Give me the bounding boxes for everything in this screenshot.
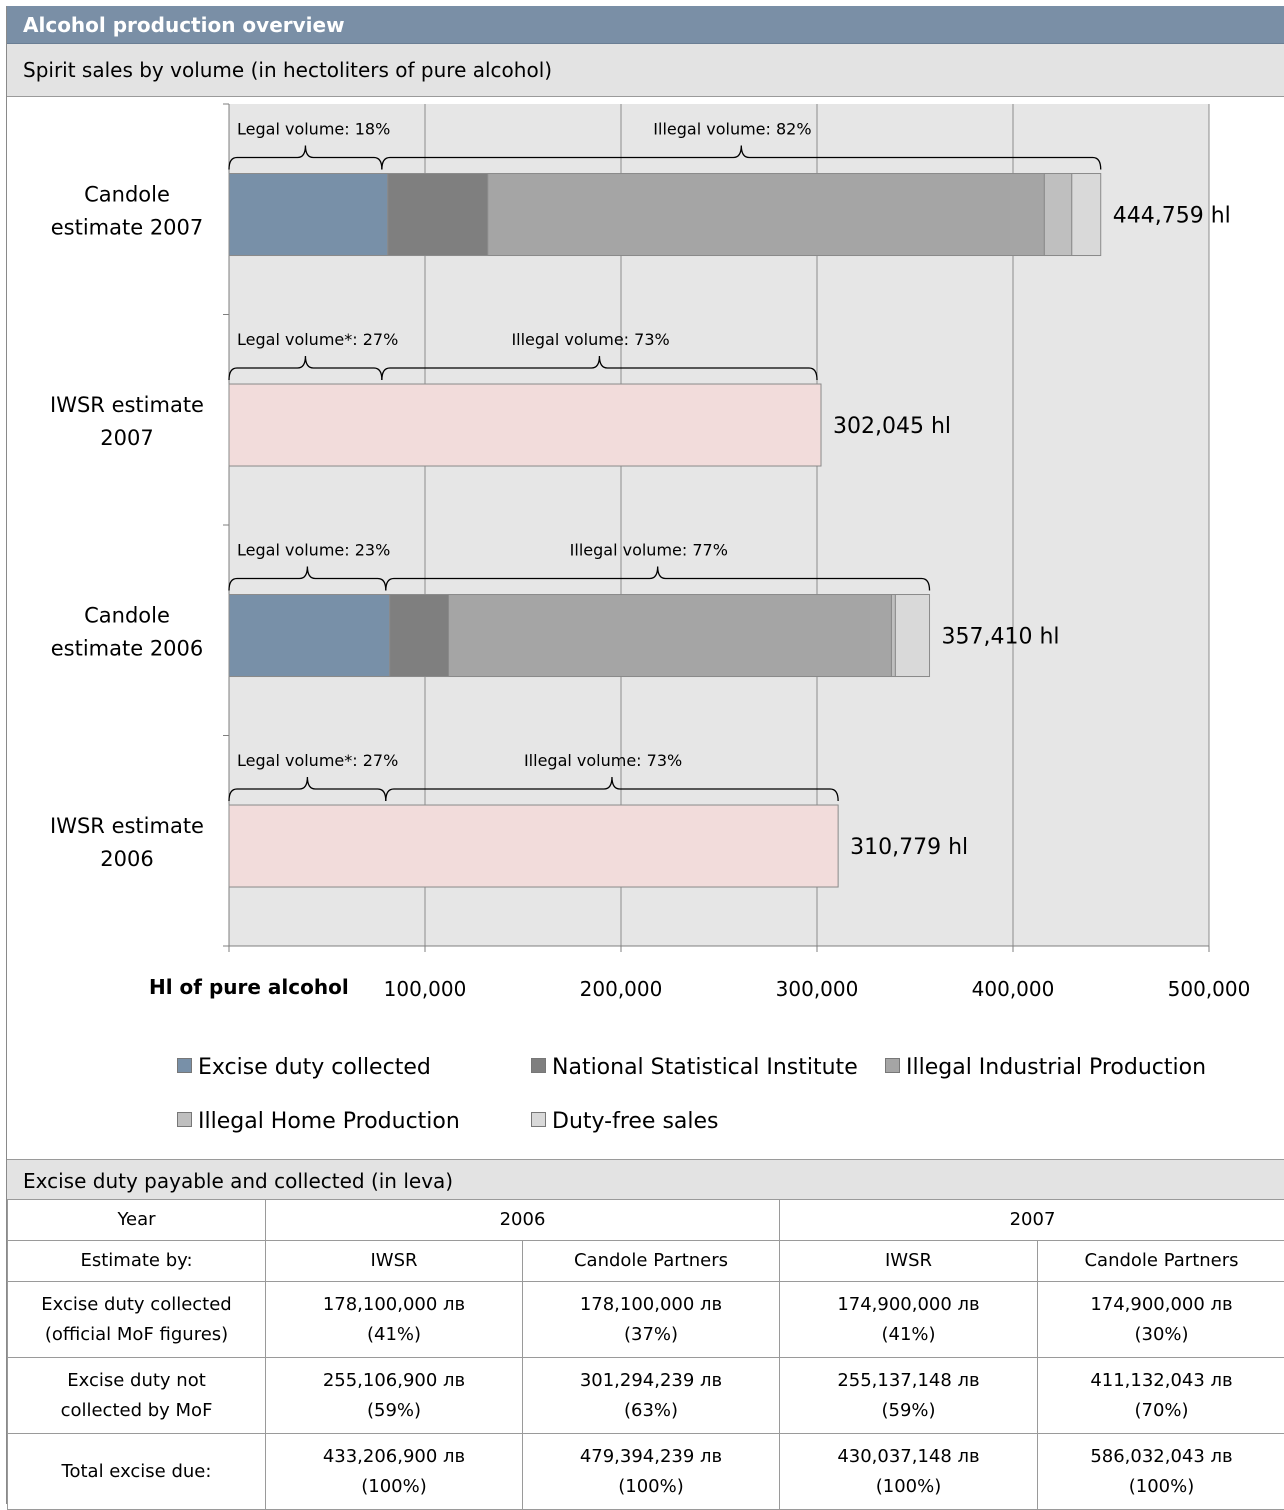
bar-segment	[229, 384, 821, 466]
report-page: Alcohol production overview Spirit sales…	[6, 6, 1284, 1504]
x-tick-label: 100,000	[384, 977, 467, 1001]
legend-swatch-excise	[177, 1058, 192, 1073]
spirit-sales-chart: 100,000 200,000 300,000 400,000 500,000 Hl of…	[7, 6, 1284, 1046]
x-axis-title: Hl of pure alcohol	[149, 975, 349, 999]
category-label: 2007	[100, 426, 153, 450]
x-tick-label: 200,000	[580, 977, 663, 1001]
legend-swatch-illegal-industrial	[885, 1058, 900, 1073]
legend-item-nsi: National Statistical Institute	[531, 1055, 858, 1080]
bar-total-label: 310,779 hl	[850, 835, 968, 860]
bar-total-label: 357,410 hl	[942, 625, 1060, 650]
table-row-estimator: Estimate by: IWSR Candole Partners IWSR …	[8, 1241, 1284, 1282]
table-cell: 479,394,239 лв(100%)	[523, 1434, 780, 1510]
excise-table: Year 2006 2007 Estimate by: IWSR Candole…	[7, 1199, 1284, 1510]
bar-segment	[891, 595, 895, 677]
category-label: 2006	[100, 847, 153, 871]
table-cell: 433,206,900 лв(100%)	[266, 1434, 523, 1510]
table-row-year: Year 2006 2007	[8, 1200, 1284, 1241]
table-row: Excise duty collected(official MoF figur…	[8, 1282, 1284, 1358]
x-tick-label: 500,000	[1168, 977, 1251, 1001]
category-label: Candole	[84, 603, 170, 627]
estimator-cell: Candole Partners	[523, 1241, 780, 1282]
bar-segment	[229, 174, 388, 256]
table-cell: 174,900,000 лв(30%)	[1038, 1282, 1284, 1358]
category-label: IWSR estimate	[50, 814, 204, 838]
bar-segment	[229, 595, 390, 677]
table-row: Total excise due: 433,206,900 лв(100%) 4…	[8, 1434, 1284, 1510]
estimator-cell: IWSR	[266, 1241, 523, 1282]
bar-total-label: 302,045 hl	[833, 414, 951, 439]
illegal-volume-label: Illegal volume: 73%	[524, 751, 682, 770]
table-cell: 411,132,043 лв(70%)	[1038, 1358, 1284, 1434]
bar-segment	[1044, 174, 1071, 256]
bar-segment	[1072, 174, 1101, 256]
legal-volume-label: Legal volume: 18%	[237, 120, 390, 139]
bar-segment	[388, 174, 488, 256]
row-label: Total excise due:	[8, 1434, 266, 1510]
illegal-volume-label: Illegal volume: 73%	[511, 330, 669, 349]
table-cell: 586,032,043 лв(100%)	[1038, 1434, 1284, 1510]
legend-item-illegal-home: Illegal Home Production	[177, 1109, 460, 1134]
excise-section-header: Excise duty payable and collected (in le…	[7, 1159, 1284, 1200]
x-tick-label: 400,000	[972, 977, 1055, 1001]
legal-volume-label: Legal volume: 23%	[237, 541, 390, 560]
legal-volume-label: Legal volume*: 27%	[237, 751, 398, 770]
estimator-cell: IWSR	[780, 1241, 1038, 1282]
bar-segment	[229, 805, 838, 887]
category-label: IWSR estimate	[50, 393, 204, 417]
estimator-cell: Candole Partners	[1038, 1241, 1284, 1282]
x-tick-label: 300,000	[776, 977, 859, 1001]
legend-item-illegal-industrial: Illegal Industrial Production	[885, 1055, 1206, 1080]
legend-swatch-nsi	[531, 1058, 546, 1073]
legend-item-duty-free: Duty-free sales	[531, 1109, 719, 1134]
year-header: Year	[8, 1200, 266, 1241]
estimate-header: Estimate by:	[8, 1241, 266, 1282]
table-cell: 301,294,239 лв(63%)	[523, 1358, 780, 1434]
table-cell: 178,100,000 лв(37%)	[523, 1282, 780, 1358]
table-cell: 178,100,000 лв(41%)	[266, 1282, 523, 1358]
illegal-volume-label: Illegal volume: 82%	[653, 120, 811, 139]
table-cell: 174,900,000 лв(41%)	[780, 1282, 1038, 1358]
table-cell: 255,137,148 лв(59%)	[780, 1358, 1038, 1434]
legend-swatch-duty-free	[531, 1112, 546, 1127]
table-cell: 255,106,900 лв(59%)	[266, 1358, 523, 1434]
legend-item-excise: Excise duty collected	[177, 1055, 431, 1080]
bar-segment	[449, 595, 892, 677]
year-2006: 2006	[266, 1200, 780, 1241]
legal-volume-label: Legal volume*: 27%	[237, 330, 398, 349]
legend-swatch-illegal-home	[177, 1112, 192, 1127]
table-cell: 430,037,148 лв(100%)	[780, 1434, 1038, 1510]
excise-section-title: Excise duty payable and collected (in le…	[23, 1169, 453, 1193]
row-label: Excise duty collected(official MoF figur…	[8, 1282, 266, 1358]
bar-segment	[488, 174, 1045, 256]
category-label: estimate 2007	[51, 215, 204, 239]
bar-segment	[895, 595, 929, 677]
chart-legend: Excise duty collected National Statistic…	[7, 1046, 1284, 1156]
year-2007: 2007	[780, 1200, 1284, 1241]
illegal-volume-label: Illegal volume: 77%	[570, 541, 728, 560]
bar-total-label: 444,759 hl	[1113, 204, 1231, 229]
bar-segment	[390, 595, 449, 677]
category-label: Candole	[84, 182, 170, 206]
category-label: estimate 2006	[51, 636, 204, 660]
